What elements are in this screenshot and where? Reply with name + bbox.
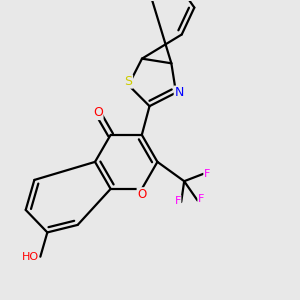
Text: O: O (93, 106, 103, 119)
Text: O: O (137, 188, 146, 201)
Text: F: F (204, 169, 210, 179)
Text: F: F (175, 196, 181, 206)
Text: F: F (198, 194, 204, 204)
Text: HO: HO (21, 252, 38, 262)
Text: S: S (124, 75, 133, 88)
Text: N: N (174, 86, 184, 99)
